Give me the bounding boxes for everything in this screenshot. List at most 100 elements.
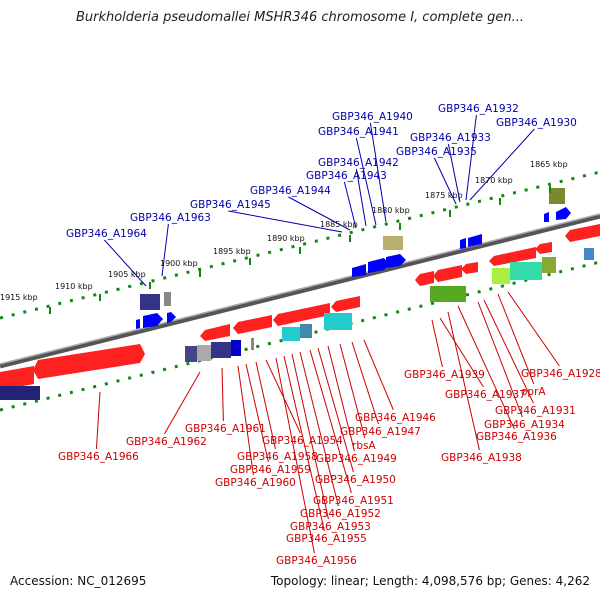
gene-label[interactable]: GBP346_A1940 (332, 111, 413, 123)
gene-label[interactable]: GBP346_A1964 (66, 228, 147, 240)
gene-block[interactable] (0, 386, 40, 400)
gene-label[interactable]: GBP346_A1937 (445, 389, 526, 401)
gene-block[interactable] (584, 248, 594, 260)
gene-arrow[interactable] (565, 224, 600, 242)
leader-line (288, 196, 351, 231)
gene-labels: GBP346_A1932 GBP346_A1930 GBP346_A1940 GBP3… (58, 103, 600, 567)
gene-block[interactable] (211, 342, 231, 358)
gene-block[interactable] (430, 286, 466, 302)
gene-block[interactable] (282, 327, 300, 341)
gene-label[interactable]: GBP346_A1951 (313, 495, 394, 507)
gene-label[interactable]: GBP346_A1930 (496, 117, 577, 129)
gene-arrow[interactable] (167, 312, 176, 323)
leader-line (299, 351, 339, 507)
leader-line (245, 363, 269, 463)
gene-block[interactable] (251, 338, 254, 350)
gene-block[interactable] (383, 236, 403, 250)
gene-label[interactable]: GBP346_A1941 (318, 126, 399, 138)
gene-label[interactable]: GBP346_A1939 (404, 369, 485, 381)
chromosome-backbone-highlight (0, 213, 600, 365)
gene-arrow[interactable] (273, 303, 330, 326)
chromosome-backbone (0, 213, 600, 369)
gene-block[interactable] (164, 292, 171, 306)
gene-label[interactable]: GBP346_A1947 (340, 426, 421, 438)
gene-block[interactable] (140, 294, 160, 310)
gene-label[interactable]: GBP346_A1952 (300, 508, 381, 520)
gene-arrow[interactable] (136, 319, 140, 329)
leader-line (433, 157, 457, 205)
gene-arrow[interactable] (386, 254, 406, 268)
gene-arrow[interactable] (0, 366, 34, 390)
gene-label[interactable]: GBP346_A1960 (215, 477, 296, 489)
scale-label: 1910 kbp (55, 282, 93, 291)
gene-label[interactable]: GBP346_A1928 (521, 368, 600, 380)
leader-line (497, 293, 535, 385)
gene-arrow[interactable] (143, 313, 163, 328)
gene-label[interactable]: GBP346_A1958 (237, 451, 318, 463)
gene-label[interactable]: oprA (521, 386, 546, 398)
leader-line (477, 301, 523, 418)
gene-arrow[interactable] (461, 262, 478, 274)
gene-arrow[interactable] (233, 315, 272, 334)
gene-label[interactable]: GBP346_A1931 (495, 405, 576, 417)
gene-arrow[interactable] (556, 207, 571, 220)
gene-arrow[interactable] (368, 258, 389, 273)
leader-line (265, 359, 301, 434)
scale-label: 1865 kbp (530, 160, 568, 169)
gene-label[interactable]: GBP346_A1953 (290, 521, 371, 533)
gene-label[interactable]: GBP346_A1954 (262, 435, 343, 447)
leader-line (355, 137, 377, 226)
leader-line (351, 341, 379, 425)
gene-arrow[interactable] (415, 271, 434, 286)
gene-arrow[interactable] (352, 264, 366, 277)
gene-label[interactable]: GBP346_A1944 (250, 185, 331, 197)
gene-arrow[interactable] (460, 238, 466, 249)
gene-label[interactable]: GBP346_A1966 (58, 451, 139, 463)
gene-label[interactable]: GBP346_A1955 (286, 533, 367, 545)
gene-label[interactable]: GBP346_A1950 (315, 474, 396, 486)
leader-line (343, 181, 357, 229)
gene-label[interactable]: GBP346_A1959 (230, 464, 311, 476)
gene-label[interactable]: GBP346_A1934 (484, 419, 565, 431)
gene-block[interactable] (324, 313, 352, 330)
gene-block[interactable] (492, 268, 510, 284)
gene-block[interactable] (185, 346, 197, 362)
gene-label[interactable]: rbsA (352, 440, 376, 452)
gene-arrow[interactable] (33, 344, 145, 379)
gene-block[interactable] (510, 262, 542, 280)
leader-line (95, 391, 101, 450)
gene-label[interactable]: GBP346_A1932 (438, 103, 519, 115)
gene-label[interactable]: GBP346_A1956 (276, 555, 357, 567)
gene-label[interactable]: GBP346_A1936 (476, 431, 557, 443)
gene-block[interactable] (197, 345, 211, 361)
gene-arrow[interactable] (200, 324, 230, 341)
gene-arrow[interactable] (331, 296, 360, 312)
gene-arrow[interactable] (468, 234, 482, 247)
gene-label[interactable]: GBP346_A1949 (316, 453, 397, 465)
gene-label[interactable]: GBP346_A1943 (306, 170, 387, 182)
gene-label[interactable]: GBP346_A1945 (190, 199, 271, 211)
leader-line (255, 361, 276, 450)
gene-block[interactable] (300, 324, 312, 338)
gene-arrow[interactable] (544, 212, 549, 222)
gene-arrow[interactable] (535, 242, 552, 254)
gene-label[interactable]: GBP346_A1935 (396, 146, 477, 158)
gene-arrow[interactable] (433, 265, 462, 282)
gene-label[interactable]: GBP346_A1933 (410, 132, 491, 144)
tick-marks (49, 186, 551, 314)
gene-label[interactable]: GBP346_A1962 (126, 436, 207, 448)
leader-line (221, 367, 224, 422)
leader-line (237, 365, 254, 476)
gene-block[interactable] (542, 257, 556, 273)
gene-arrow[interactable] (489, 247, 536, 266)
gene-label[interactable]: GBP346_A1961 (185, 423, 266, 435)
scale-label: 1895 kbp (213, 247, 251, 256)
gene-label[interactable]: GBP346_A1938 (441, 452, 522, 464)
gene-label[interactable]: GBP346_A1942 (318, 157, 399, 169)
leader-line (369, 122, 387, 223)
scale-label: 1890 kbp (267, 234, 305, 243)
gene-block[interactable] (549, 188, 565, 204)
gene-label[interactable]: GBP346_A1946 (355, 412, 436, 424)
gene-block[interactable] (231, 340, 241, 356)
gene-label[interactable]: GBP346_A1963 (130, 212, 211, 224)
